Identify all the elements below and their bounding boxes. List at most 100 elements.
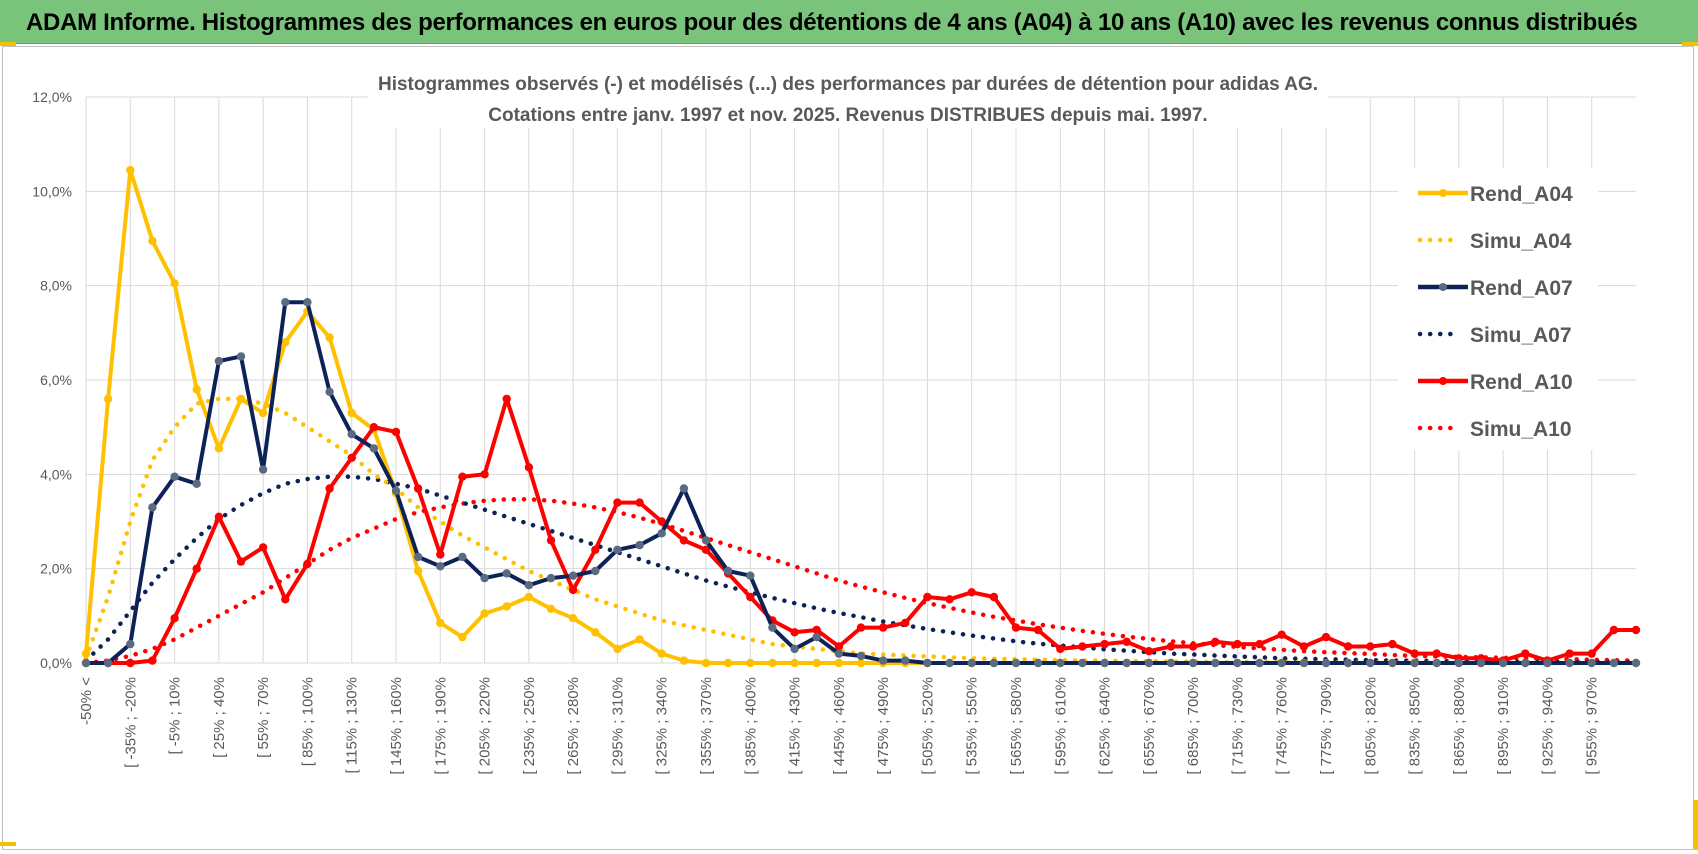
data-point-rend-a07 [790, 644, 799, 654]
data-point-rend-a10 [1631, 625, 1641, 635]
data-point-rend-a10 [1521, 649, 1530, 658]
data-point-rend-a10 [701, 545, 711, 554]
data-point-rend-a07 [214, 356, 224, 366]
data-point-rend-a04 [701, 658, 711, 668]
legend-marker-rend-a04 [1439, 189, 1447, 197]
data-point-rend-a07 [746, 571, 755, 580]
data-point-rend-a10 [281, 595, 290, 604]
data-point-rend-a10 [1277, 630, 1286, 639]
data-point-rend-a10 [192, 564, 201, 573]
data-point-rend-a07 [701, 536, 711, 545]
data-point-rend-a10 [856, 623, 866, 632]
data-point-rend-a07 [1011, 658, 1021, 668]
data-point-rend-a04 [236, 394, 246, 404]
data-point-rend-a07 [413, 552, 423, 562]
data-point-rend-a04 [679, 656, 689, 665]
data-point-rend-a04 [790, 658, 799, 668]
data-point-rend-a04 [458, 632, 467, 642]
data-point-rend-a07 [1454, 658, 1464, 668]
data-point-rend-a07 [967, 658, 976, 668]
data-point-rend-a10 [1011, 623, 1021, 632]
grid-layer [85, 96, 1636, 664]
data-point-rend-a07 [568, 571, 578, 580]
data-point-rend-a04 [812, 658, 821, 668]
data-point-rend-a07 [1432, 658, 1441, 668]
data-point-rend-a07 [546, 573, 556, 583]
x-tick-label: [ 685% ; 700% [1185, 677, 1202, 775]
data-point-rend-a04 [591, 628, 600, 637]
data-point-rend-a10 [1410, 649, 1419, 658]
legend-marker-rend-a07 [1439, 283, 1447, 291]
data-point-rend-a10 [1321, 632, 1331, 642]
data-point-rend-a10 [1233, 639, 1242, 649]
data-point-rend-a04 [657, 649, 666, 658]
data-point-rend-a07 [945, 658, 954, 668]
data-point-rend-a04 [281, 338, 290, 347]
data-point-rend-a07 [635, 540, 644, 550]
data-point-rend-a07 [391, 486, 401, 495]
data-point-rend-a10 [923, 592, 932, 602]
data-point-rend-a07 [834, 649, 844, 658]
data-point-rend-a07 [1631, 658, 1641, 668]
data-point-rend-a07 [369, 444, 379, 453]
data-point-rend-a07 [325, 387, 334, 396]
data-point-rend-a04 [325, 333, 334, 342]
corner-mark-bottom-right [1694, 800, 1698, 850]
x-tick-label: [ 625% ; 640% [1097, 677, 1114, 775]
axis-layer: 0,0% 2,0% 4,0% 6,0% 8,0% 10,0% 12,0% -50% < [ -3… [32, 89, 1600, 775]
data-point-rend-a10 [1166, 642, 1176, 651]
data-point-rend-a04 [635, 635, 644, 644]
x-tick-label: [ 835% ; 850% [1407, 677, 1424, 775]
banner-title: ADAM Informe. Histogrammes des performan… [26, 9, 1638, 36]
data-point-rend-a04 [436, 618, 445, 628]
x-tick-label: [ 25% ; 40% [211, 677, 228, 758]
x-tick-label: [ 175% ; 190% [432, 677, 449, 775]
data-point-rend-a07 [1321, 658, 1331, 668]
data-point-rend-a10 [878, 623, 888, 632]
legend-background [1398, 168, 1598, 450]
data-point-rend-a10 [1188, 642, 1198, 651]
data-point-rend-a10 [502, 394, 511, 404]
x-tick-label: [ 355% ; 370% [698, 677, 715, 775]
data-point-rend-a07 [723, 566, 733, 576]
y-tick-label: 10,0% [32, 183, 72, 199]
data-point-rend-a07 [480, 573, 489, 583]
chart-title-line2: Cotations entre janv. 1997 et nov. 2025.… [488, 105, 1207, 126]
data-point-rend-a10 [214, 512, 224, 521]
data-point-rend-a10 [834, 642, 844, 651]
data-point-rend-a10 [746, 592, 755, 602]
corner-mark-bottom-left [0, 842, 16, 846]
data-point-rend-a10 [635, 498, 644, 507]
data-point-rend-a10 [480, 470, 489, 479]
data-point-rend-a10 [347, 453, 356, 462]
series-layer [81, 165, 1641, 668]
data-point-rend-a07 [1100, 658, 1109, 668]
data-point-rend-a10 [236, 557, 246, 566]
data-point-rend-a07 [192, 479, 201, 488]
legend-marker-rend-a10 [1439, 377, 1447, 385]
data-point-rend-a07 [1609, 658, 1619, 668]
chart-frame [2, 46, 1694, 850]
x-tick-label: [ 805% ; 820% [1362, 677, 1379, 775]
x-tick-label: [ 955% ; 970% [1584, 677, 1601, 775]
data-point-rend-a07 [1255, 658, 1264, 668]
data-point-rend-a07 [1033, 658, 1043, 668]
data-point-rend-a07 [1543, 658, 1552, 668]
data-point-rend-a07 [436, 562, 445, 571]
x-tick-label: [ 715% ; 730% [1229, 677, 1246, 775]
x-tick-label: [ 565% ; 580% [1008, 677, 1025, 775]
x-tick-label: [ 595% ; 610% [1052, 677, 1069, 775]
data-point-rend-a10 [945, 595, 954, 604]
y-tick-label: 4,0% [40, 466, 72, 482]
x-tick-label: [ 775% ; 790% [1318, 677, 1335, 775]
data-point-rend-a04 [546, 604, 556, 613]
data-point-rend-a07 [613, 545, 622, 554]
x-tick-label: [ -35% ; -20% [122, 677, 139, 768]
data-point-rend-a04 [214, 444, 224, 453]
data-point-rend-a04 [347, 408, 356, 418]
data-point-rend-a10 [1100, 639, 1109, 649]
data-point-rend-a10 [1056, 644, 1065, 654]
data-point-rend-a07 [281, 298, 290, 307]
data-point-rend-a07 [1587, 658, 1596, 668]
data-point-rend-a07 [103, 658, 113, 668]
